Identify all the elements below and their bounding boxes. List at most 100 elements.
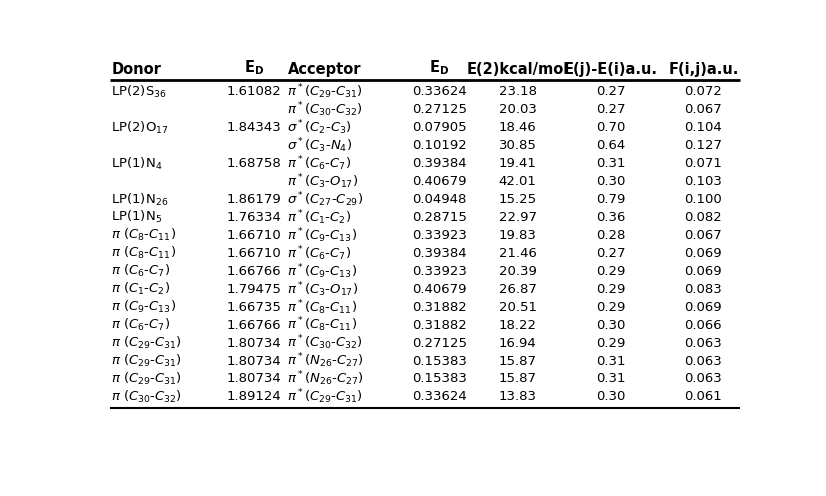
Text: 0.30: 0.30 — [596, 390, 625, 403]
Text: 1.66766: 1.66766 — [226, 265, 281, 278]
Text: 13.83: 13.83 — [499, 390, 537, 403]
Text: $\pi^*(C_1$-$C_2)$: $\pi^*(C_1$-$C_2)$ — [287, 208, 351, 227]
Text: $\pi^*(C_{30}$-$C_{32})$: $\pi^*(C_{30}$-$C_{32})$ — [287, 100, 363, 119]
Text: 0.104: 0.104 — [685, 121, 722, 134]
Text: 0.066: 0.066 — [685, 318, 722, 332]
Text: $\pi$ ($C_9$-$C_{13}$): $\pi$ ($C_9$-$C_{13}$) — [111, 299, 176, 315]
Text: 1.66735: 1.66735 — [226, 301, 281, 313]
Text: 0.27125: 0.27125 — [412, 337, 467, 350]
Text: 0.067: 0.067 — [685, 103, 722, 116]
Text: 0.33923: 0.33923 — [412, 265, 467, 278]
Text: $\mathbf{E_D}$: $\mathbf{E_D}$ — [430, 58, 449, 77]
Text: 30.85: 30.85 — [499, 139, 537, 152]
Text: 0.063: 0.063 — [685, 372, 722, 385]
Text: 0.33624: 0.33624 — [412, 85, 467, 98]
Text: 0.04948: 0.04948 — [412, 193, 467, 206]
Text: $\pi$ ($C_{30}$-$C_{32}$): $\pi$ ($C_{30}$-$C_{32}$) — [111, 389, 182, 405]
Text: 0.30: 0.30 — [596, 318, 625, 332]
Text: $\sigma^*(C_2$-$C_3)$: $\sigma^*(C_2$-$C_3)$ — [287, 119, 352, 137]
Text: 0.069: 0.069 — [685, 301, 722, 313]
Text: 0.29: 0.29 — [596, 301, 625, 313]
Text: LP(1)N$_5$: LP(1)N$_5$ — [111, 209, 162, 226]
Text: $\pi^*(C_6$-$C_7)$: $\pi^*(C_6$-$C_7)$ — [287, 244, 351, 263]
Text: $\pi^*(C_8$-$C_{11})$: $\pi^*(C_8$-$C_{11})$ — [287, 316, 357, 334]
Text: 1.66766: 1.66766 — [226, 318, 281, 332]
Text: 0.79: 0.79 — [596, 193, 625, 206]
Text: 0.27: 0.27 — [596, 247, 625, 260]
Text: 0.36: 0.36 — [596, 211, 625, 224]
Text: 22.97: 22.97 — [499, 211, 537, 224]
Text: 0.27125: 0.27125 — [412, 103, 467, 116]
Text: $\pi$ ($C_8$-$C_{11}$): $\pi$ ($C_8$-$C_{11}$) — [111, 246, 176, 261]
Text: $\pi^*(C_3$-$O_{17})$: $\pi^*(C_3$-$O_{17})$ — [287, 172, 358, 191]
Text: 42.01: 42.01 — [499, 175, 537, 188]
Text: $\pi$ ($C_8$-$C_{11}$): $\pi$ ($C_8$-$C_{11}$) — [111, 227, 176, 244]
Text: 0.15383: 0.15383 — [412, 372, 467, 385]
Text: 0.063: 0.063 — [685, 355, 722, 368]
Text: 15.87: 15.87 — [499, 372, 537, 385]
Text: F(i,j)a.u.: F(i,j)a.u. — [668, 62, 738, 77]
Text: 1.79475: 1.79475 — [226, 283, 281, 296]
Text: 20.39: 20.39 — [499, 265, 537, 278]
Text: $\pi$ ($C_1$-$C_2$): $\pi$ ($C_1$-$C_2$) — [111, 281, 170, 297]
Text: 20.51: 20.51 — [499, 301, 537, 313]
Text: $\pi^*(C_{29}$-$C_{31})$: $\pi^*(C_{29}$-$C_{31})$ — [287, 82, 363, 101]
Text: 0.07905: 0.07905 — [412, 121, 467, 134]
Text: $\pi^*(C_8$-$C_{11})$: $\pi^*(C_8$-$C_{11})$ — [287, 298, 357, 316]
Text: 1.84343: 1.84343 — [226, 121, 281, 134]
Text: 1.76334: 1.76334 — [226, 211, 281, 224]
Text: 15.25: 15.25 — [499, 193, 537, 206]
Text: $\pi^*(C_{30}$-$C_{32})$: $\pi^*(C_{30}$-$C_{32})$ — [287, 334, 363, 353]
Text: LP(1)N$_{26}$: LP(1)N$_{26}$ — [111, 191, 169, 207]
Text: 0.40679: 0.40679 — [412, 283, 467, 296]
Text: $\pi^*(C_3$-$O_{17})$: $\pi^*(C_3$-$O_{17})$ — [287, 280, 358, 299]
Text: 21.46: 21.46 — [499, 247, 537, 260]
Text: LP(2)S$_{36}$: LP(2)S$_{36}$ — [111, 84, 167, 100]
Text: 0.082: 0.082 — [685, 211, 722, 224]
Text: 0.069: 0.069 — [685, 265, 722, 278]
Text: 19.83: 19.83 — [499, 229, 537, 242]
Text: 0.29: 0.29 — [596, 337, 625, 350]
Text: 0.39384: 0.39384 — [412, 157, 467, 170]
Text: 0.33624: 0.33624 — [412, 390, 467, 403]
Text: 1.80734: 1.80734 — [226, 355, 281, 368]
Text: $\sigma^*(C_{27}$-$C_{29})$: $\sigma^*(C_{27}$-$C_{29})$ — [287, 190, 363, 209]
Text: $\pi$ ($C_{29}$-$C_{31}$): $\pi$ ($C_{29}$-$C_{31}$) — [111, 371, 182, 387]
Text: 0.31: 0.31 — [596, 372, 625, 385]
Text: LP(2)O$_{17}$: LP(2)O$_{17}$ — [111, 120, 169, 136]
Text: 0.33923: 0.33923 — [412, 229, 467, 242]
Text: $\pi$ ($C_{29}$-$C_{31}$): $\pi$ ($C_{29}$-$C_{31}$) — [111, 353, 182, 369]
Text: 1.66710: 1.66710 — [226, 229, 281, 242]
Text: $\pi^*(N_{26}$-$C_{27})$: $\pi^*(N_{26}$-$C_{27})$ — [287, 352, 363, 371]
Text: $\pi^*(C_6$-$C_7)$: $\pi^*(C_6$-$C_7)$ — [287, 154, 351, 173]
Text: $\pi^*(C_{29}$-$C_{31})$: $\pi^*(C_{29}$-$C_{31})$ — [287, 387, 363, 406]
Text: 23.18: 23.18 — [499, 85, 537, 98]
Text: 0.27: 0.27 — [596, 103, 625, 116]
Text: 20.03: 20.03 — [499, 103, 537, 116]
Text: 0.083: 0.083 — [685, 283, 722, 296]
Text: 0.31882: 0.31882 — [412, 318, 467, 332]
Text: 0.071: 0.071 — [685, 157, 722, 170]
Text: 0.31: 0.31 — [596, 355, 625, 368]
Text: $\pi^*(N_{26}$-$C_{27})$: $\pi^*(N_{26}$-$C_{27})$ — [287, 370, 363, 388]
Text: $\pi$ ($C_6$-$C_7$): $\pi$ ($C_6$-$C_7$) — [111, 317, 170, 333]
Text: $\pi$ ($C_6$-$C_7$): $\pi$ ($C_6$-$C_7$) — [111, 263, 170, 279]
Text: 1.86179: 1.86179 — [226, 193, 281, 206]
Text: 0.069: 0.069 — [685, 247, 722, 260]
Text: $\mathbf{E_D}$: $\mathbf{E_D}$ — [244, 58, 263, 77]
Text: 0.29: 0.29 — [596, 283, 625, 296]
Text: E(j)-E(i)a.u.: E(j)-E(i)a.u. — [563, 62, 657, 77]
Text: $\sigma^*(C_3$-$N_4)$: $\sigma^*(C_3$-$N_4)$ — [287, 136, 352, 155]
Text: 0.15383: 0.15383 — [412, 355, 467, 368]
Text: 0.70: 0.70 — [596, 121, 625, 134]
Text: 0.127: 0.127 — [685, 139, 723, 152]
Text: 0.072: 0.072 — [685, 85, 722, 98]
Text: 0.31882: 0.31882 — [412, 301, 467, 313]
Text: LP(1)N$_4$: LP(1)N$_4$ — [111, 156, 163, 172]
Text: 0.29: 0.29 — [596, 265, 625, 278]
Text: 0.27: 0.27 — [596, 85, 625, 98]
Text: 0.061: 0.061 — [685, 390, 722, 403]
Text: 1.66710: 1.66710 — [226, 247, 281, 260]
Text: 0.30: 0.30 — [596, 175, 625, 188]
Text: 15.87: 15.87 — [499, 355, 537, 368]
